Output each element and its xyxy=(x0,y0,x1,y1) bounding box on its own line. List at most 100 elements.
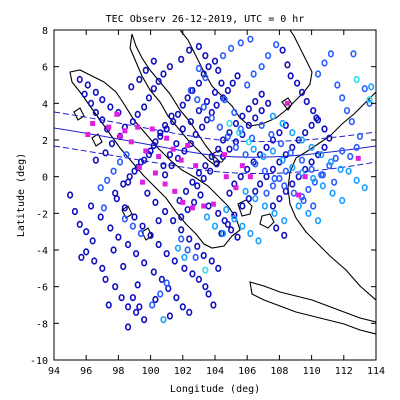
tec-point-blue xyxy=(361,85,368,93)
tec-point-dark-blue xyxy=(263,143,270,151)
tec-point-light-blue xyxy=(231,215,238,223)
tec-point-dark-blue xyxy=(129,118,136,126)
tec-point-dark-blue xyxy=(208,257,215,265)
tec-point-dark-blue xyxy=(76,75,83,84)
tec-point-dark-blue xyxy=(226,145,233,153)
tec-point-blue xyxy=(310,202,317,210)
tec-point-blue xyxy=(137,229,145,238)
tec-point-magenta xyxy=(162,181,168,187)
tec-point-dark-blue xyxy=(269,202,277,210)
tec-point-dark-blue xyxy=(97,213,104,221)
tec-point-dark-blue xyxy=(112,189,119,197)
tec-point-blue xyxy=(216,123,223,131)
tec-point-cyan xyxy=(353,75,360,84)
tec-point-cyan xyxy=(226,119,233,128)
y-axis: -10 -8 -6 -4 -2 0 2 4 6 8 xyxy=(30,26,376,367)
tec-point-blue xyxy=(123,151,130,159)
tec-point-dark-blue xyxy=(157,129,164,137)
y-axis-label: Latitude (deg) xyxy=(16,153,27,237)
tec-point-light-blue xyxy=(269,112,277,120)
tec-point-dark-blue xyxy=(174,110,182,118)
y-tick-label: 8 xyxy=(42,26,48,37)
tec-point-light-blue xyxy=(305,209,312,217)
tec-point-dark-blue xyxy=(126,173,133,181)
tec-point-blue xyxy=(247,35,254,43)
x-tick-label: 110 xyxy=(303,366,321,377)
tec-point-dark-blue xyxy=(200,174,207,183)
tec-point-light-blue xyxy=(361,184,368,192)
tec-point-dark-blue xyxy=(234,233,241,241)
y-tick-label: 2 xyxy=(42,136,48,147)
tec-point-dark-blue xyxy=(197,191,204,199)
tec-point-blue xyxy=(244,81,251,89)
tec-point-dark-blue xyxy=(99,96,106,104)
tec-point-dark-blue xyxy=(194,182,201,190)
tec-point-light-blue xyxy=(327,158,335,166)
tec-point-light-blue xyxy=(308,143,315,151)
tec-point-blue xyxy=(202,74,209,82)
tec-point-cyan xyxy=(202,266,209,274)
tec-point-light-blue xyxy=(295,202,302,210)
x-tick-label: 108 xyxy=(270,366,288,377)
tec-point-light-blue xyxy=(211,222,219,230)
tec-point-cyan xyxy=(245,138,252,146)
tec-point-dark-blue xyxy=(226,189,233,197)
tec-point-dark-blue xyxy=(194,242,201,250)
tec-point-light-blue xyxy=(279,119,286,128)
tec-point-light-blue xyxy=(261,202,269,210)
tec-point-dark-blue xyxy=(245,105,252,113)
tec-point-magenta xyxy=(302,174,308,180)
x-tick-label: 100 xyxy=(142,366,160,377)
tec-point-dark-blue xyxy=(310,107,317,115)
tec-point-dark-blue xyxy=(124,323,132,331)
tec-point-blue xyxy=(237,39,244,47)
tec-point-dark-blue xyxy=(157,132,164,140)
tec-point-dark-blue xyxy=(298,88,306,96)
tec-point-magenta xyxy=(223,174,229,180)
tec-point-dark-blue xyxy=(258,90,265,98)
tec-point-dark-blue xyxy=(195,275,202,283)
tec-point-dark-blue xyxy=(87,99,95,107)
tec-point-blue xyxy=(219,52,227,60)
tec-point-dark-blue xyxy=(205,290,212,298)
tec-point-dark-blue xyxy=(203,97,211,106)
tec-point-blue xyxy=(242,151,249,159)
tec-point-light-blue xyxy=(219,229,227,238)
tec-point-blue xyxy=(129,222,136,230)
tec-point-dark-blue xyxy=(108,140,116,148)
tec-point-dark-blue xyxy=(202,52,209,60)
tec-point-light-blue xyxy=(174,244,182,252)
tec-point-magenta xyxy=(128,139,134,145)
tec-point-dark-blue xyxy=(213,160,220,168)
tec-point-magenta xyxy=(170,146,176,152)
tec-point-dark-blue xyxy=(129,294,136,302)
tec-point-blue xyxy=(208,114,215,122)
tec-point-magenta xyxy=(152,170,158,176)
tec-point-dark-blue xyxy=(168,162,175,170)
tec-point-dark-blue xyxy=(186,308,193,316)
tec-point-dark-blue xyxy=(195,79,202,87)
simeulue-island xyxy=(73,107,85,121)
tec-point-light-blue xyxy=(247,229,254,238)
tec-point-dark-blue xyxy=(92,156,99,164)
tec-point-light-blue xyxy=(310,174,317,183)
tec-point-magenta xyxy=(210,201,216,207)
tec-point-dark-blue xyxy=(289,180,296,188)
tec-point-blue xyxy=(327,50,335,58)
java-coastline xyxy=(249,281,376,335)
tec-point-magenta xyxy=(106,124,112,130)
tec-point-dark-blue xyxy=(232,119,240,128)
tec-point-dark-blue xyxy=(78,253,85,261)
tec-point-dark-blue xyxy=(210,301,217,309)
tec-point-magenta xyxy=(117,133,123,139)
tec-point-light-blue xyxy=(252,195,259,203)
tec-point-dark-blue xyxy=(147,231,154,239)
tec-point-blue xyxy=(100,204,108,212)
tec-point-dark-blue xyxy=(145,94,153,102)
tec-point-dark-blue xyxy=(141,103,148,111)
tec-point-dark-blue xyxy=(295,136,302,144)
tec-point-dark-blue xyxy=(124,240,132,249)
tec-point-dark-blue xyxy=(141,316,148,324)
tec-point-dark-blue xyxy=(128,83,135,91)
tec-point-blue xyxy=(228,44,235,52)
